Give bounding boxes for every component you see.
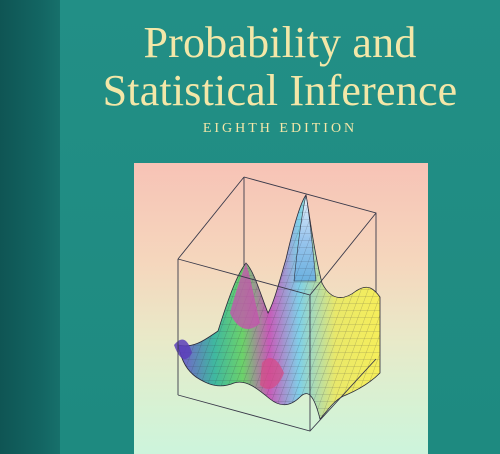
edition-label: EIGHTH EDITION bbox=[202, 121, 358, 136]
box-front-edges bbox=[177, 176, 377, 432]
surface-plot bbox=[174, 176, 381, 432]
cover-illustration bbox=[134, 163, 428, 454]
title-line-1: Probability and bbox=[143, 18, 417, 67]
title-line-2: Statistical Inference bbox=[102, 66, 458, 115]
surface bbox=[174, 194, 381, 420]
book-spine-band bbox=[0, 0, 60, 454]
